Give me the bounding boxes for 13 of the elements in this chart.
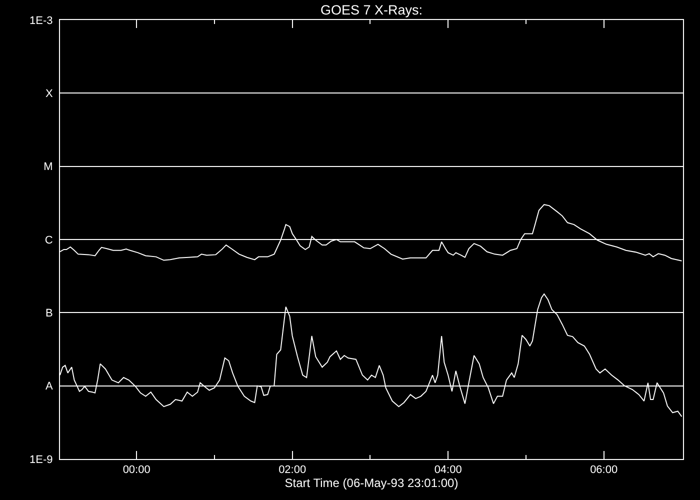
x-tick-label: 04:00 [434,464,462,476]
x-tick-label: 02:00 [278,464,306,476]
x-axis-title: Start Time (06-May-93 23:01:00) [284,476,458,490]
y-tick-label: 1E-3 [30,14,53,27]
y-tick-label: A [45,380,54,393]
y-tick-label: C [44,234,53,246]
y-tick-label: X [45,88,54,100]
y-tick-label: B [45,308,53,320]
y-tick-label: 1E-9 [30,454,53,466]
x-tick-label: 00:00 [122,464,150,476]
y-tick-label: M [44,161,53,174]
x-tick-label: 06:00 [590,464,618,476]
chart-title: GOES 7 X-Rays: [320,2,423,18]
